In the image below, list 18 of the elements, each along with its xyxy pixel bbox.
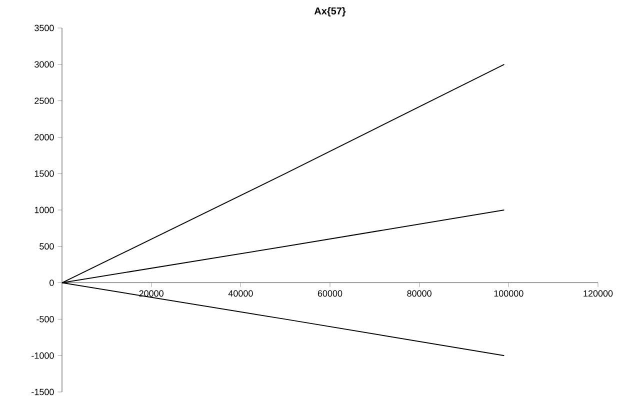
y-tick-label: 500 [40, 243, 54, 250]
y-tick-label: -500 [36, 316, 54, 322]
y-tick-label: -1500 [32, 388, 54, 396]
x-tick-label: 60000 [318, 290, 342, 297]
x-tick-label: 40000 [228, 290, 253, 297]
y-tick-label: 2000 [34, 134, 54, 140]
chart-title: Ax{57} [314, 7, 346, 16]
x-tick-label: 80000 [407, 290, 432, 297]
x-tick-label: 20000 [139, 290, 164, 297]
y-tick-label: 1500 [34, 170, 54, 177]
x-tick-label: 100000 [494, 290, 524, 297]
y-tick-label: 3500 [34, 24, 54, 32]
y-tick-label: -1000 [32, 352, 54, 359]
y-tick-label: 1000 [34, 206, 54, 214]
y-tick-label: 3000 [34, 61, 54, 68]
y-tick-label: 0 [50, 280, 54, 286]
x-tick-label: 120000 [584, 290, 613, 297]
y-tick-label: 2500 [34, 98, 54, 104]
